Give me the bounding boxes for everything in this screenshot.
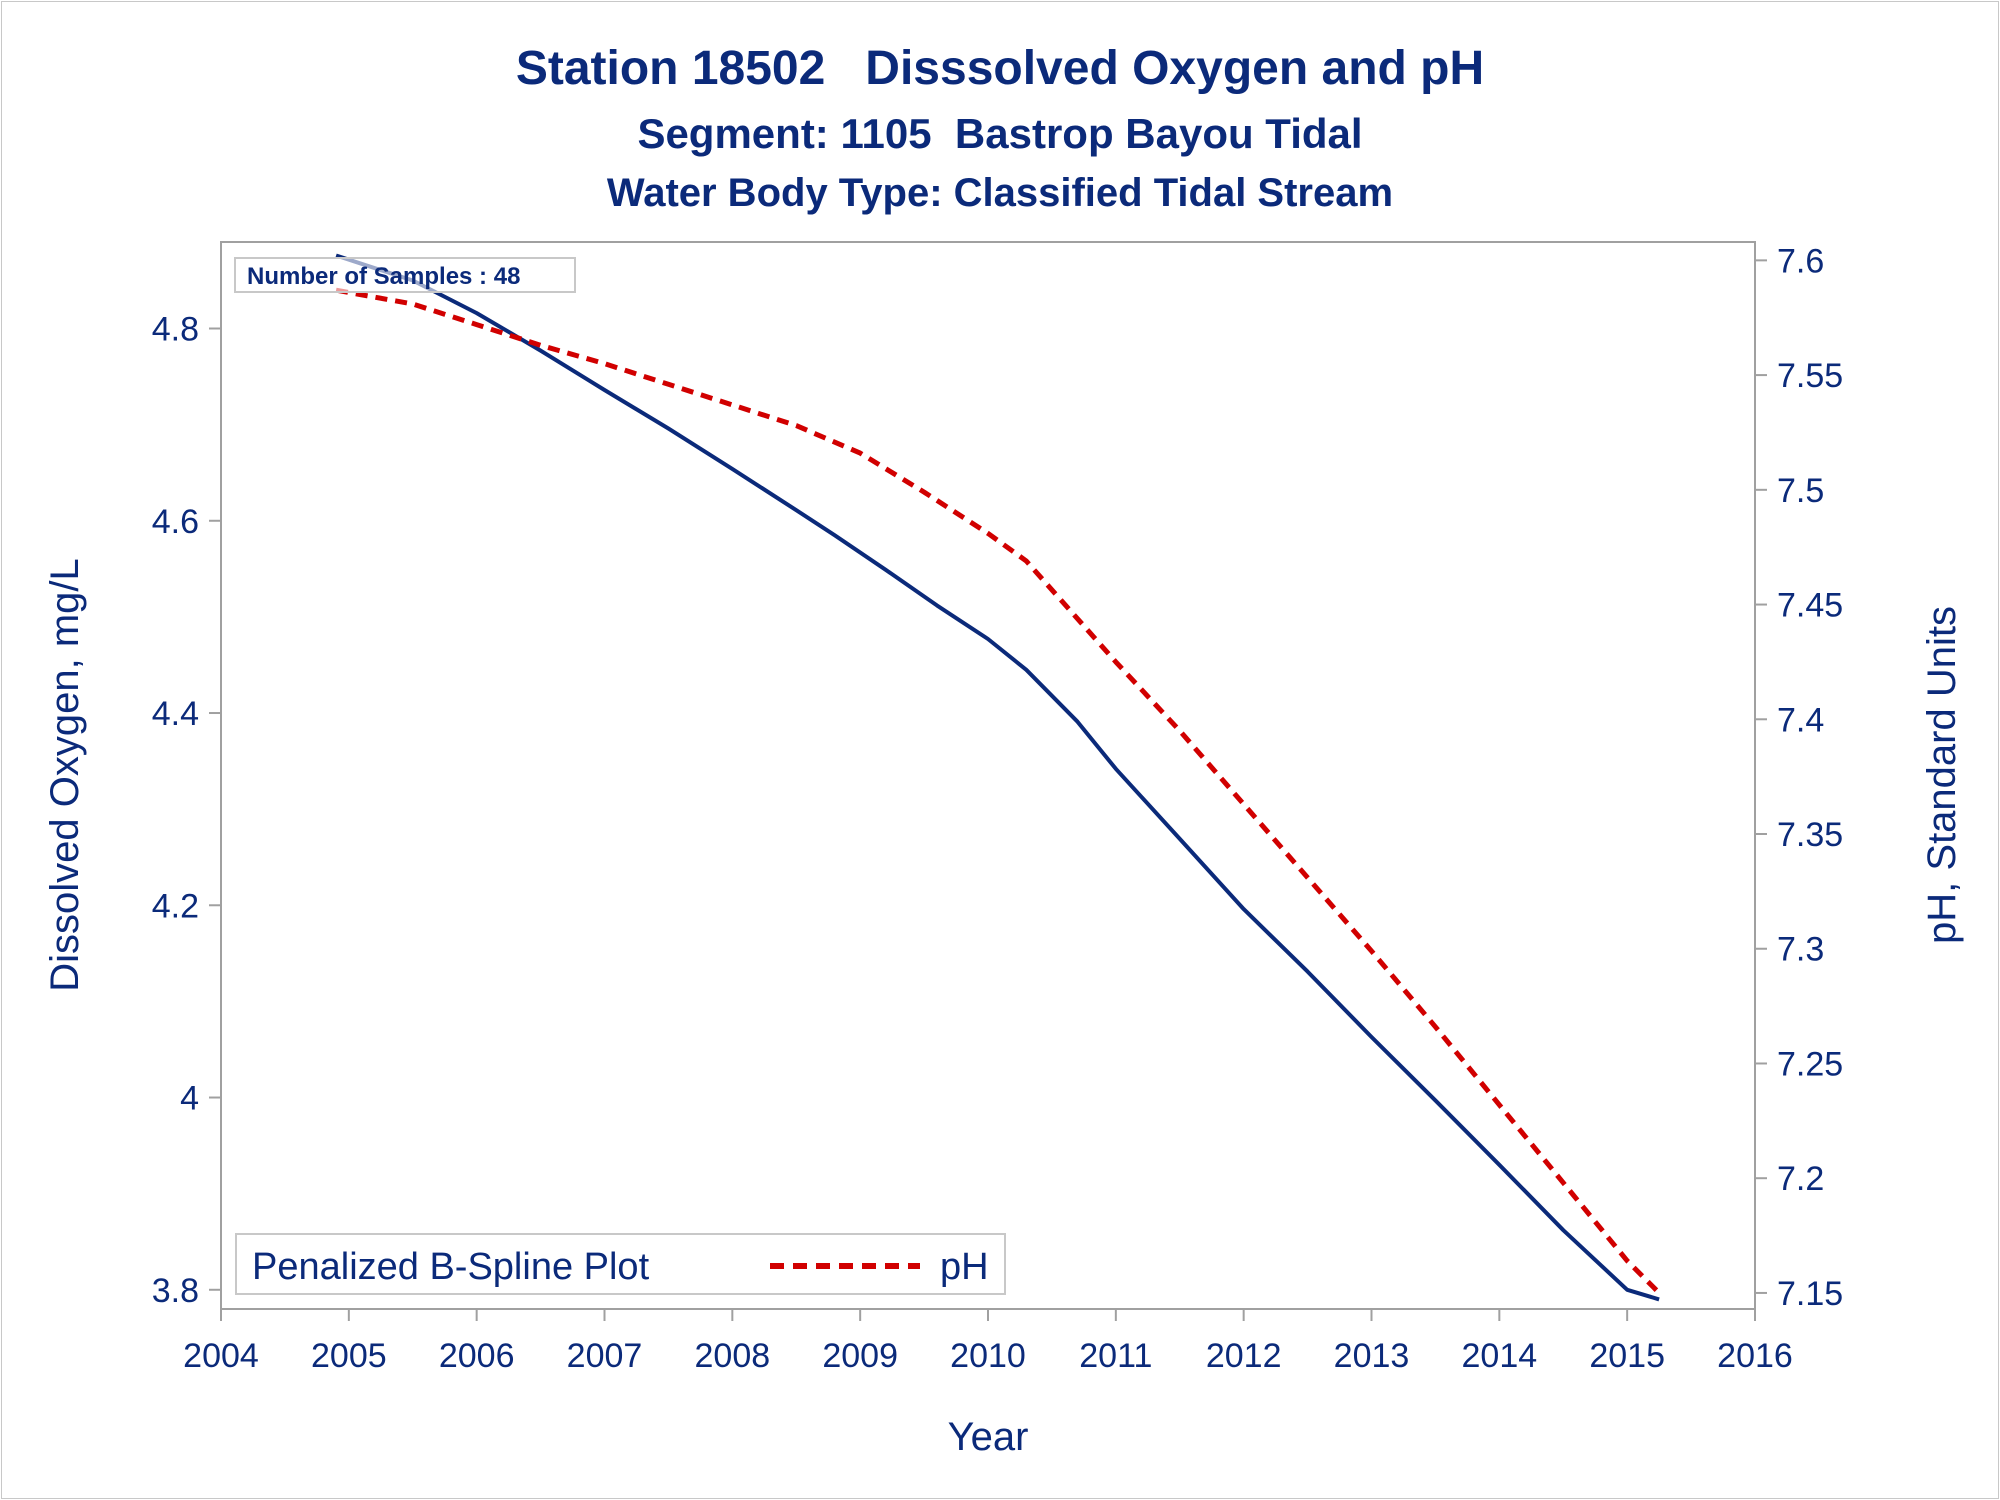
y2-tick-label: 7.45 bbox=[1777, 587, 1843, 625]
y-tick-label: 4.4 bbox=[152, 695, 199, 733]
x-tick-label: 2008 bbox=[695, 1337, 771, 1375]
y2-tick-label: 7.55 bbox=[1777, 357, 1843, 395]
x-tick-label: 2013 bbox=[1334, 1337, 1410, 1375]
y-axis-left: 3.8 4 4.2 4.4 4.6 4.8 bbox=[152, 311, 221, 1310]
x-tick-label: 2016 bbox=[1717, 1337, 1793, 1375]
legend-entry-ph: pH bbox=[940, 1246, 989, 1288]
y2-tick-label: 7.4 bbox=[1777, 701, 1824, 739]
x-axis-label: Year bbox=[948, 1415, 1029, 1459]
y-axis-label: Dissolved Oxygen, mg/L bbox=[43, 558, 87, 992]
x-tick-label: 2010 bbox=[950, 1337, 1026, 1375]
chart-title: Station 18502 Disssolved Oxygen and pH bbox=[516, 42, 1484, 95]
legend-box bbox=[235, 1233, 1006, 1295]
sample-count-text: Number of Samples : 48 bbox=[247, 263, 520, 290]
x-tick-label: 2015 bbox=[1589, 1337, 1665, 1375]
x-tick-label: 2005 bbox=[311, 1337, 387, 1375]
x-tick-label: 2007 bbox=[567, 1337, 643, 1375]
x-tick-label: 2006 bbox=[439, 1337, 515, 1375]
chart-subtitle: Segment: 1105 Bastrop Bayou Tidal bbox=[637, 110, 1362, 157]
y-tick-label: 4.6 bbox=[152, 503, 199, 541]
legend-title: Penalized B-Spline Plot bbox=[252, 1246, 650, 1288]
y2-tick-label: 7.15 bbox=[1777, 1275, 1843, 1313]
legend: Penalized B-Spline Plot pH bbox=[235, 1233, 1006, 1295]
y2-tick-label: 7.5 bbox=[1777, 472, 1824, 510]
chart-subtitle-2: Water Body Type: Classified Tidal Stream bbox=[607, 171, 1393, 215]
y-tick-label: 4.8 bbox=[152, 311, 199, 349]
x-tick-label: 2012 bbox=[1206, 1337, 1282, 1375]
y-tick-label: 4 bbox=[180, 1080, 199, 1118]
y2-tick-label: 7.6 bbox=[1777, 242, 1824, 280]
x-tick-label: 2011 bbox=[1079, 1337, 1152, 1375]
x-tick-label: 2014 bbox=[1462, 1337, 1538, 1375]
y2-axis-label: pH, Standard Units bbox=[1920, 606, 1964, 944]
sample-count-box bbox=[234, 257, 576, 293]
ph-series-line bbox=[335, 287, 1661, 1295]
x-tick-label: 2004 bbox=[183, 1337, 259, 1375]
series-layer bbox=[335, 253, 1661, 1302]
y2-tick-label: 7.25 bbox=[1777, 1045, 1843, 1083]
y2-tick-label: 7.35 bbox=[1777, 816, 1843, 854]
y-tick-label: 4.2 bbox=[152, 887, 199, 925]
x-tick-label: 2009 bbox=[822, 1337, 898, 1375]
y2-tick-label: 7.2 bbox=[1777, 1160, 1824, 1198]
sample-count-note: Number of Samples : 48 bbox=[234, 257, 576, 293]
y-tick-label: 3.8 bbox=[152, 1272, 199, 1310]
x-axis: 2004 2005 2006 2007 2008 2009 2010 2011 2012 2013… bbox=[183, 1309, 1793, 1375]
dissolved-oxygen-series-line bbox=[335, 253, 1660, 1302]
y2-tick-label: 7.3 bbox=[1777, 931, 1824, 969]
y-axis-right: 7.15 7.2 7.25 7.3 7.35 7.4 7.45 7.5 7.55 7.6 bbox=[1755, 242, 1843, 1313]
plot-area bbox=[220, 241, 1756, 1310]
